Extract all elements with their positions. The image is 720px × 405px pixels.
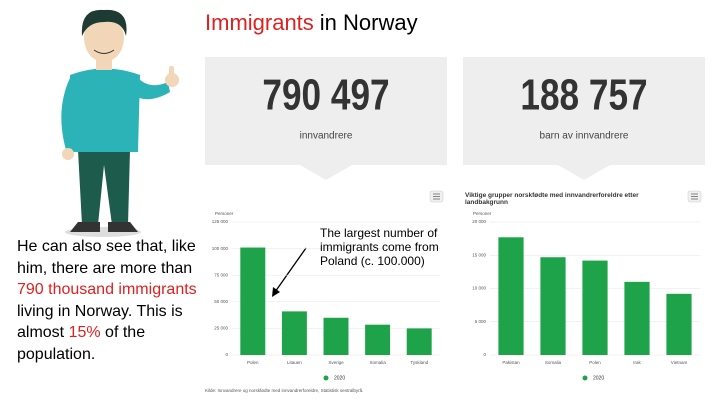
bar [281,311,307,355]
side-text-highlight: 15% [68,324,101,341]
x-tick-label: Irak [633,360,641,365]
x-tick-label: Sverige [328,360,344,365]
bar [498,237,524,355]
x-tick-label: Tyskland [410,360,428,365]
bar [624,281,650,355]
title-rest: in Norway [320,10,418,35]
x-tick-label: Litauen [287,360,302,365]
y-tick-label: 0 [225,352,228,357]
title-highlight: Immigrants [205,10,314,35]
side-text-part: living in Norway. This is almost [17,302,183,342]
stat-number: 790 497 [262,71,389,120]
stat-label: barn av innvandrere [540,131,629,142]
x-tick-label: Pakistan [502,360,520,365]
stat-number: 188 757 [520,71,647,120]
legend-label: 2020 [334,375,345,381]
source: Kilde: Innvandrere og norskfødte med inn… [205,387,363,393]
y-axis-label: Personer [215,211,234,216]
y-tick-label: 100 000 [212,246,229,251]
bar [582,260,608,355]
bar [406,328,432,355]
y-tick-label: 50 000 [214,299,228,304]
side-text-part: of the population. [17,324,146,363]
x-tick-label: Somalia [369,360,386,365]
person-illustration [61,9,179,237]
x-tick-label: Polen [247,360,259,365]
y-axis-label: Personer [473,211,492,216]
stat-card [205,57,447,165]
bar [240,247,266,355]
legend-marker [323,375,329,381]
bar [365,324,391,355]
legend-marker [582,375,588,381]
arrowhead [272,287,280,297]
x-tick-label: Polen [589,360,601,365]
bar [666,293,692,355]
bar [323,317,349,355]
card-pointer [300,165,352,180]
y-tick-label: 20 000 [472,219,486,224]
y-tick-label: 75 000 [214,272,228,277]
y-tick-label: 10 000 [472,286,486,291]
x-tick-label: Somalia [545,360,562,365]
y-tick-label: 5 000 [475,319,487,324]
slide-title: Immigrants in Norway [205,10,418,35]
annotation-arrow [274,247,307,293]
y-tick-label: 25 000 [214,326,228,331]
y-tick-label: 15 000 [472,252,486,257]
x-tick-label: Vietnam [671,360,688,365]
legend-label: 2020 [593,375,604,381]
stat-label: innvandrere [300,131,353,142]
stat-card [463,57,705,165]
y-tick-label: 0 [483,352,486,357]
bar [540,257,566,355]
chart-title: Viktige grupper norskfødte med innvandre… [465,192,639,206]
y-tick-label: 125 000 [212,219,229,224]
side-text-highlight: 790 thousand immigrants [17,281,197,298]
annotation: The largest number of immigrants come fr… [320,226,439,268]
side-text-part: He can also see that, like him, there ar… [17,238,196,277]
side-text: He can also see that, like him, there ar… [17,236,205,365]
card-pointer [558,165,610,180]
